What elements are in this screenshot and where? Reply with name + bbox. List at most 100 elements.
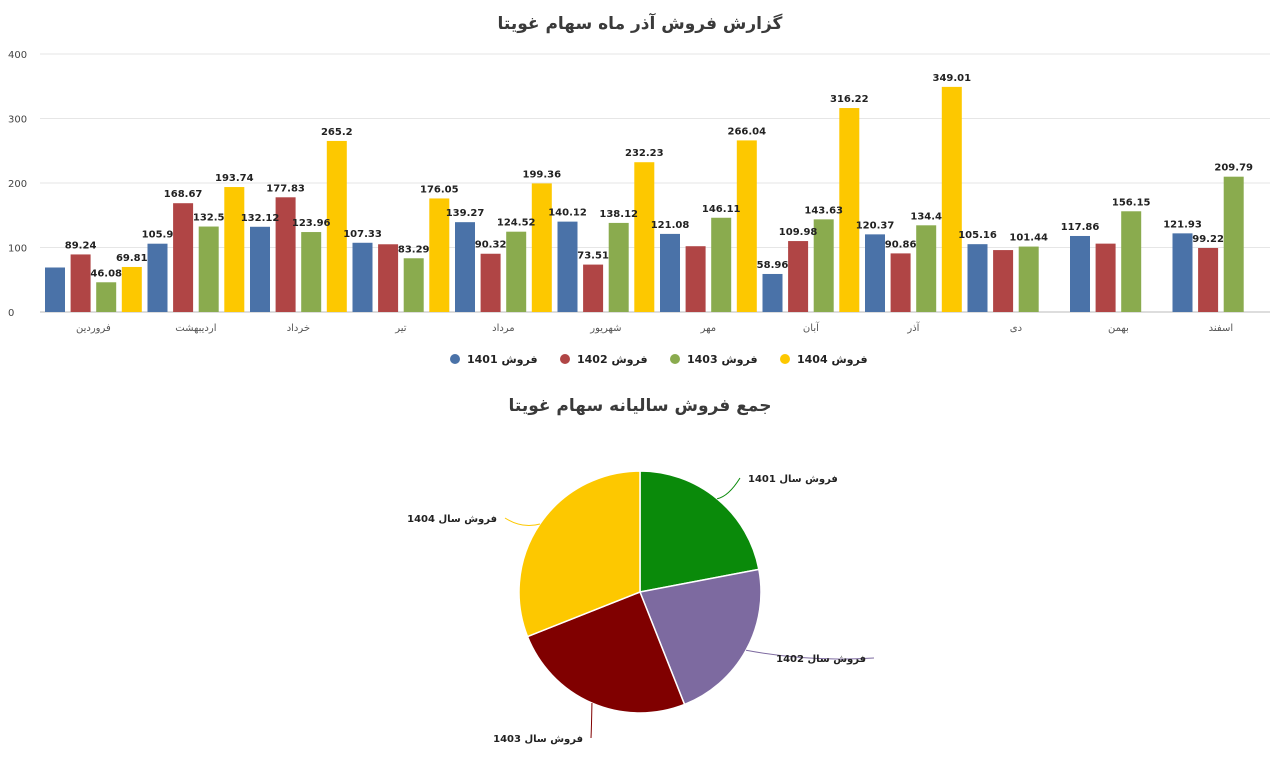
- bar: [1095, 243, 1116, 312]
- data-label: 156.15: [1112, 197, 1151, 208]
- data-label: 132.5: [193, 213, 225, 224]
- pie-chart-title: جمع فروش سالیانه سهام غویتا: [509, 396, 772, 416]
- bar: [352, 242, 373, 312]
- data-label: 105.16: [958, 230, 997, 241]
- y-tick-label: 400: [8, 50, 27, 61]
- data-label: 124.52: [497, 218, 536, 229]
- bar: [1121, 211, 1142, 312]
- bar: [147, 243, 168, 312]
- bar: [429, 198, 450, 312]
- legend-swatch: [560, 354, 570, 364]
- data-label: 90.86: [885, 239, 917, 250]
- x-category-label: فروردین: [76, 323, 111, 334]
- bar: [275, 197, 296, 312]
- bar: [941, 86, 962, 312]
- data-label: 177.83: [266, 183, 305, 194]
- data-label: 101.44: [1009, 233, 1048, 244]
- bar: [890, 253, 911, 312]
- data-label: 90.32: [475, 240, 507, 251]
- data-label: 58.96: [757, 260, 789, 271]
- bar-chart-title: گزارش فروش آذر ماه سهام غویتا: [498, 12, 783, 34]
- bar-chart-category-labels: فروردین اردیبهشت خرداد تیر مرداد شهریور مهر آبا…: [76, 321, 1233, 334]
- bar: [762, 273, 783, 312]
- pie-slice: [639, 470, 760, 593]
- data-label: 99.22: [1192, 234, 1224, 245]
- data-label: 193.74: [215, 173, 254, 184]
- legend-label: فروش 1403: [687, 353, 758, 366]
- pie-slice-label: فروش سال 1403: [493, 734, 583, 745]
- pie-slice-label: فروش سال 1404: [407, 514, 497, 525]
- bar: [557, 221, 578, 312]
- y-tick-label: 200: [8, 179, 27, 190]
- bar: [839, 108, 860, 312]
- pie-leader-line: [717, 477, 741, 500]
- data-label: 316.22: [830, 94, 869, 105]
- data-label: 209.79: [1214, 163, 1253, 174]
- bar: [301, 232, 322, 312]
- x-category-label: آبان: [803, 321, 820, 334]
- y-tick-label: 0: [8, 308, 14, 319]
- bar: [967, 244, 988, 312]
- data-label: 146.11: [702, 204, 741, 215]
- bar: [1018, 246, 1039, 312]
- legend-swatch: [450, 354, 460, 364]
- pie-slice-label: فروش سال 1402: [776, 654, 866, 665]
- data-label: 138.12: [599, 209, 638, 220]
- bar-chart-legend: فروش 1401 فروش 1402 فروش 1403 فروش 1404: [450, 353, 868, 366]
- data-label: 140.12: [548, 208, 587, 219]
- bar: [608, 222, 629, 312]
- bar-chart-data-labels: 89.24 46.08 69.81 105.9 168.67 132.5 193.74 132…: [65, 73, 1253, 279]
- legend-swatch: [670, 354, 680, 364]
- bar: [403, 258, 424, 312]
- data-label: 107.33: [343, 229, 382, 240]
- pie-leader-line: [590, 703, 593, 739]
- pie-slice-label: فروش سال 1401: [748, 474, 838, 485]
- bar: [480, 253, 501, 312]
- bar: [993, 250, 1014, 312]
- bar: [455, 222, 475, 312]
- legend-swatch: [780, 354, 790, 364]
- data-label: 121.93: [1163, 219, 1202, 230]
- x-category-label: شهریور: [589, 323, 621, 334]
- data-label: 139.27: [446, 208, 485, 219]
- bar: [506, 231, 527, 312]
- bar: [224, 187, 245, 312]
- pie-chart: فروش سال 1401 فروش سال 1402 فروش سال 1403 ف…: [407, 470, 875, 745]
- bar: [173, 203, 194, 312]
- bar: [531, 183, 552, 312]
- bar: [198, 226, 219, 312]
- bar: [865, 234, 885, 312]
- data-label: 176.05: [420, 184, 459, 195]
- x-category-label: خرداد: [287, 323, 310, 334]
- bar: [96, 282, 117, 312]
- bar: [685, 246, 706, 312]
- bar: [378, 244, 399, 312]
- data-label: 132.12: [241, 213, 280, 224]
- data-label: 199.36: [523, 169, 562, 180]
- pie-slice: [526, 591, 686, 714]
- data-label: 83.29: [398, 244, 430, 255]
- bar: [1070, 235, 1090, 312]
- x-category-label: دی: [1010, 323, 1022, 334]
- data-label: 46.08: [90, 268, 122, 279]
- data-label: 73.51: [577, 251, 609, 262]
- bar: [634, 162, 655, 312]
- data-label: 121.08: [651, 220, 690, 231]
- pie-leader-line: [504, 517, 541, 526]
- bar: [711, 217, 732, 312]
- bar: [1172, 233, 1193, 312]
- data-label: 134.4: [910, 211, 942, 222]
- data-label: 89.24: [65, 240, 97, 251]
- bar: [1198, 248, 1219, 312]
- bar: [788, 241, 809, 312]
- x-category-label: اردیبهشت: [175, 323, 216, 334]
- pie-slice: [518, 470, 641, 638]
- data-label: 143.63: [804, 205, 843, 216]
- bar: [250, 226, 270, 312]
- x-category-label: مرداد: [492, 323, 515, 334]
- bar-chart-gridlines: 0 100 200 300 400: [8, 50, 1270, 319]
- data-label: 232.23: [625, 148, 664, 159]
- bar: [583, 264, 604, 312]
- x-category-label: آذر: [906, 321, 920, 334]
